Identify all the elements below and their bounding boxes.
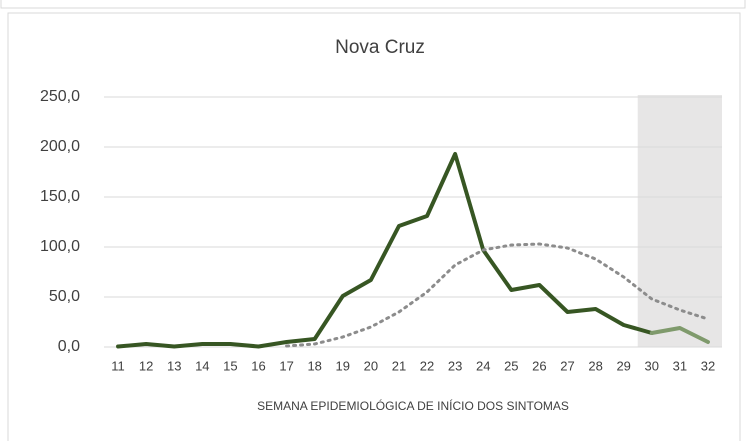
x-tick-label: 12 [139,358,153,373]
x-tick-label: 22 [420,358,434,373]
shaded-region [637,95,722,347]
x-tick-label: 30 [645,358,659,373]
x-tick-label: 13 [167,358,181,373]
y-tick-label: 0,0 [58,338,80,355]
chart-frame [7,12,741,444]
x-tick-label: 14 [195,358,209,373]
y-tick-label: 50,0 [49,288,80,305]
y-tick-label: 200,0 [40,138,80,155]
x-tick-label: 17 [279,358,293,373]
x-tick-label: 15 [223,358,237,373]
x-tick-label: 19 [336,358,350,373]
data-line [649,326,710,344]
chart-title: Nova Cruz [335,37,425,58]
x-tick-label: 16 [251,358,265,373]
x-tick-label: 11 [111,358,125,373]
x-tick-label: 29 [616,358,630,373]
y-tick-label: 150,0 [40,188,80,205]
data-line [116,152,654,349]
data-line [285,242,710,348]
x-tick-label: 28 [588,358,602,373]
x-tick-label: 31 [673,358,687,373]
x-tick-label: 24 [476,358,490,373]
x-tick-label: 25 [504,358,518,373]
y-tick-label: 250,0 [40,88,80,105]
x-tick-label: 27 [560,358,574,373]
x-tick-label: 21 [392,358,406,373]
x-tick-label: 18 [307,358,321,373]
x-tick-label: 26 [532,358,546,373]
x-axis-label: SEMANA EPIDEMIOLÓGICA DE INÍCIO DOS SINT… [257,398,569,413]
x-tick-label: 32 [701,358,715,373]
frame-top [0,0,746,9]
x-tick-label: 23 [448,358,462,373]
y-tick-label: 100,0 [40,238,80,255]
x-tick-label: 20 [364,358,378,373]
